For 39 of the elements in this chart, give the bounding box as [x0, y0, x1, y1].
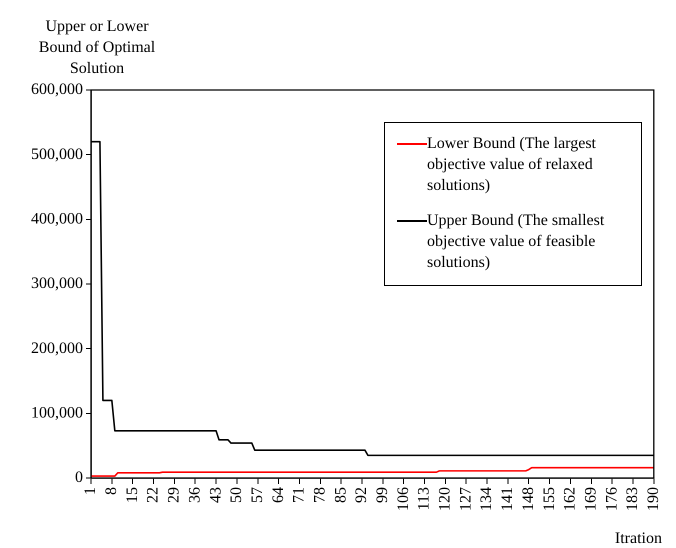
x-tick-label: 36	[186, 487, 204, 503]
x-tick-label: 162	[562, 487, 579, 511]
x-tick-label: 127	[457, 487, 474, 511]
x-tick-label: 183	[624, 487, 642, 511]
x-tick-label: 29	[166, 487, 183, 503]
x-tick-label: 57	[248, 487, 266, 503]
y-tick-label: 0	[75, 469, 83, 486]
x-tick-label: 148	[520, 487, 537, 511]
y-tick-label: 500,000	[31, 146, 83, 163]
x-tick-label: 71	[290, 487, 308, 503]
y-tick-label: 300,000	[31, 275, 83, 292]
x-tick-label: 43	[207, 487, 224, 503]
x-tick-label: 8	[103, 487, 120, 495]
x-tick-label: 106	[394, 487, 412, 511]
x-tick-label: 120	[436, 487, 454, 511]
legend-label: Lower Bound (The largest objective value of relaxed solutions)	[427, 134, 597, 196]
legend-label: Upper Bound (The smallest objective value of feasible solutions)	[427, 211, 606, 273]
x-tick-label: 176	[603, 487, 620, 511]
y-tick-label: 100,000	[31, 404, 83, 422]
x-axis-title: Itration	[614, 530, 662, 548]
x-tick-label: 169	[582, 487, 600, 511]
x-tick-label: 134	[478, 487, 496, 511]
y-tick-label: 400,000	[31, 210, 83, 228]
x-tick-label: 92	[353, 487, 370, 503]
x-tick-label: 22	[144, 487, 162, 503]
x-tick-label: 15	[124, 487, 141, 503]
x-tick-label: 50	[228, 487, 246, 503]
y-tick-label: 600,000	[31, 81, 83, 98]
x-tick-label: 155	[540, 487, 558, 511]
x-tick-label: 64	[270, 487, 287, 503]
x-tick-label: 99	[374, 487, 392, 503]
y-tick-label: 200,000	[31, 340, 83, 357]
x-tick-label: 141	[499, 487, 516, 511]
x-tick-label: 85	[332, 487, 350, 503]
x-tick-label: 113	[416, 487, 433, 510]
x-tick-label: 190	[645, 487, 662, 511]
x-tick-label: 1	[82, 487, 100, 495]
x-tick-label: 78	[311, 487, 328, 503]
y-axis-title: Upper or Lower Bound of Optimal Solution	[38, 17, 156, 79]
